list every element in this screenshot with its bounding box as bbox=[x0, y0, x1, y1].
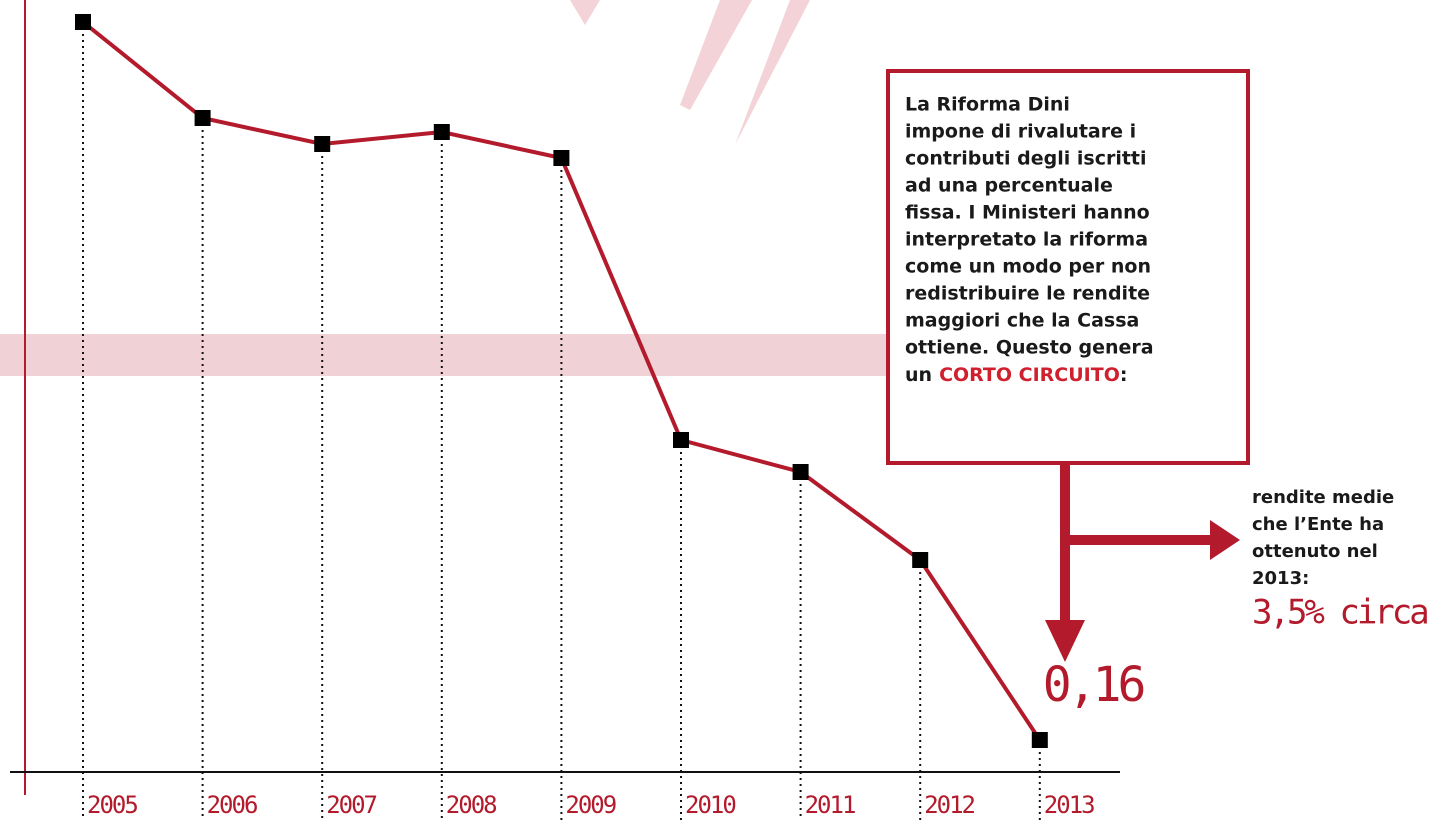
annotation-line: redistribuire le rendite bbox=[905, 283, 1150, 305]
side-note-line: che l’Ente ha bbox=[1252, 514, 1384, 535]
annotation-line: impone di rivalutare i bbox=[905, 121, 1136, 143]
side-note-line: ottenuto nel bbox=[1252, 541, 1378, 562]
x-tick-label: 2005 bbox=[87, 791, 137, 819]
data-point bbox=[194, 110, 211, 126]
annotation-highlight: CORTO CIRCUITO bbox=[939, 364, 1120, 386]
x-tick-label: 2012 bbox=[924, 791, 974, 819]
annotation-before: un bbox=[905, 364, 932, 386]
x-tick-label: 2013 bbox=[1044, 791, 1094, 819]
side-note-line: 2013: bbox=[1252, 568, 1309, 589]
annotation: La Riforma Dini impone di rivalutare i con… bbox=[905, 94, 1154, 386]
annotation-line: un CORTO CIRCUITO: bbox=[905, 364, 1127, 386]
side-note: rendite medie che l’Ente ha ottenuto nel 20… bbox=[1252, 487, 1430, 633]
value-label: 0,16 bbox=[1043, 657, 1144, 713]
annotation-line: ottiene. Questo genera bbox=[905, 337, 1154, 359]
data-point bbox=[912, 552, 929, 568]
annotation-box bbox=[886, 69, 1250, 465]
x-tick-label: 2008 bbox=[446, 791, 496, 819]
data-point bbox=[433, 124, 450, 140]
side-note-line: rendite medie bbox=[1252, 487, 1394, 508]
data-point bbox=[553, 150, 570, 166]
annotation-line: contributi degli iscritti bbox=[905, 148, 1147, 170]
data-point bbox=[792, 464, 809, 480]
data-point bbox=[314, 136, 331, 152]
annotation-line: fissa. I Ministeri hanno bbox=[905, 202, 1150, 224]
data-point bbox=[75, 14, 91, 30]
annotation-line: maggiori che la Cassa bbox=[905, 310, 1139, 332]
annotation-line: La Riforma Dini bbox=[905, 94, 1070, 116]
background-decoration bbox=[0, 0, 890, 376]
x-tick-label: 2006 bbox=[207, 791, 257, 819]
plot-area: 2005 2006 2007 2008 2009 2010 2011 2012 2013 0,16 bbox=[75, 14, 1147, 820]
x-tick-label: 2010 bbox=[685, 791, 735, 819]
x-tick-label: 2009 bbox=[565, 791, 615, 819]
arrows bbox=[1045, 463, 1240, 662]
side-note-figure: 3,5% circa bbox=[1252, 593, 1427, 633]
annotation-after: : bbox=[1120, 364, 1128, 386]
data-point bbox=[1031, 732, 1048, 748]
x-tick-label: 2007 bbox=[326, 791, 376, 819]
annotation-line: come un modo per non bbox=[905, 256, 1151, 278]
annotation-line: interpretato la riforma bbox=[905, 229, 1148, 251]
data-point bbox=[673, 432, 689, 448]
x-tick-label: 2011 bbox=[805, 791, 855, 819]
annotation-line: ad una percentuale bbox=[905, 175, 1113, 197]
